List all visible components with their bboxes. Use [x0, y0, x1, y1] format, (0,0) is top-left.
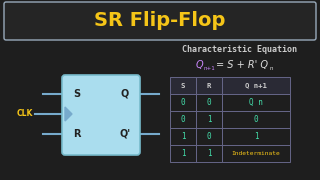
Text: Q': Q'	[119, 129, 131, 139]
Bar	[170, 145, 196, 162]
Bar	[222, 145, 290, 162]
Bar	[196, 77, 222, 94]
FancyBboxPatch shape	[62, 75, 140, 155]
Text: 0: 0	[181, 115, 185, 124]
Text: S: S	[181, 82, 185, 89]
Bar	[196, 145, 222, 162]
Text: R: R	[207, 82, 211, 89]
FancyBboxPatch shape	[4, 2, 316, 40]
Text: 0: 0	[254, 115, 258, 124]
Text: 1: 1	[207, 115, 211, 124]
Text: CLK: CLK	[17, 109, 33, 118]
Text: 0: 0	[207, 132, 211, 141]
Text: Indeterminate: Indeterminate	[232, 151, 280, 156]
Bar	[170, 128, 196, 145]
Bar	[196, 128, 222, 145]
Bar	[222, 94, 290, 111]
Polygon shape	[65, 107, 72, 121]
Text: 0: 0	[207, 98, 211, 107]
Bar	[222, 111, 290, 128]
Text: 1: 1	[181, 132, 185, 141]
Bar	[222, 77, 290, 94]
Text: S: S	[73, 89, 81, 99]
Bar	[196, 94, 222, 111]
Text: 1: 1	[181, 149, 185, 158]
Text: 1: 1	[254, 132, 258, 141]
Text: Q n: Q n	[249, 98, 263, 107]
Text: R: R	[73, 129, 81, 139]
Text: Q: Q	[196, 60, 204, 70]
Bar	[196, 111, 222, 128]
Text: Q n+1: Q n+1	[245, 82, 267, 89]
Bar	[170, 77, 196, 94]
Text: 0: 0	[181, 98, 185, 107]
Bar	[222, 128, 290, 145]
Text: Q: Q	[121, 89, 129, 99]
Text: Characteristic Equation: Characteristic Equation	[182, 46, 298, 55]
Text: n+1: n+1	[203, 66, 215, 71]
Text: 1: 1	[207, 149, 211, 158]
Bar	[170, 94, 196, 111]
Bar	[170, 111, 196, 128]
Text: = S + R' Q: = S + R' Q	[216, 60, 268, 70]
Text: SR Flip-Flop: SR Flip-Flop	[94, 12, 226, 30]
Text: n: n	[269, 66, 273, 71]
